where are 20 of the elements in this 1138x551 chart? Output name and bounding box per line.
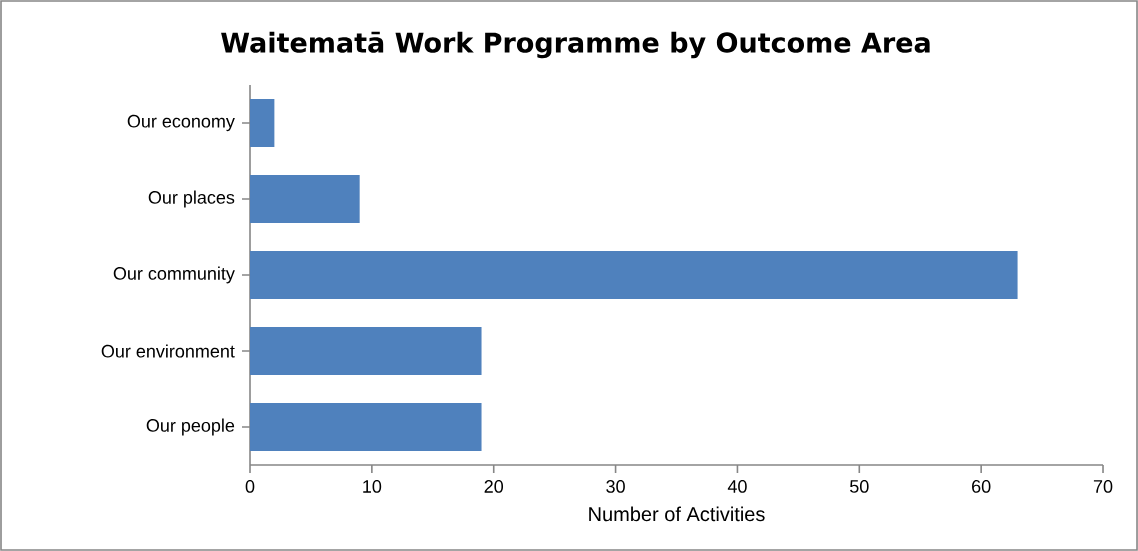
bar [250, 251, 1018, 299]
x-tick-label: 0 [245, 480, 255, 493]
x-tick-label: 20 [484, 480, 504, 493]
x-tick-label: 60 [972, 480, 991, 493]
y-tick-label: Our economy [127, 114, 235, 132]
bar [250, 327, 482, 375]
x-tick-label: 50 [850, 480, 869, 493]
y-tick-label: Our environment [101, 344, 235, 358]
x-tick-label: 40 [727, 480, 747, 493]
bar [250, 99, 275, 147]
bar [250, 175, 360, 224]
y-tick-label: Our places [148, 190, 235, 208]
y-tick-label: Our people [146, 418, 235, 436]
y-tick-label: Our community [113, 266, 235, 284]
x-tick-label: 10 [363, 480, 382, 493]
bar [250, 403, 482, 451]
x-tick-label: 30 [606, 480, 625, 493]
x-axis-title: Number of Activities [589, 506, 765, 522]
chart-title: Waitematā Work Programme by Outcome Area [221, 31, 930, 59]
x-tick-label: 70 [1093, 480, 1113, 493]
